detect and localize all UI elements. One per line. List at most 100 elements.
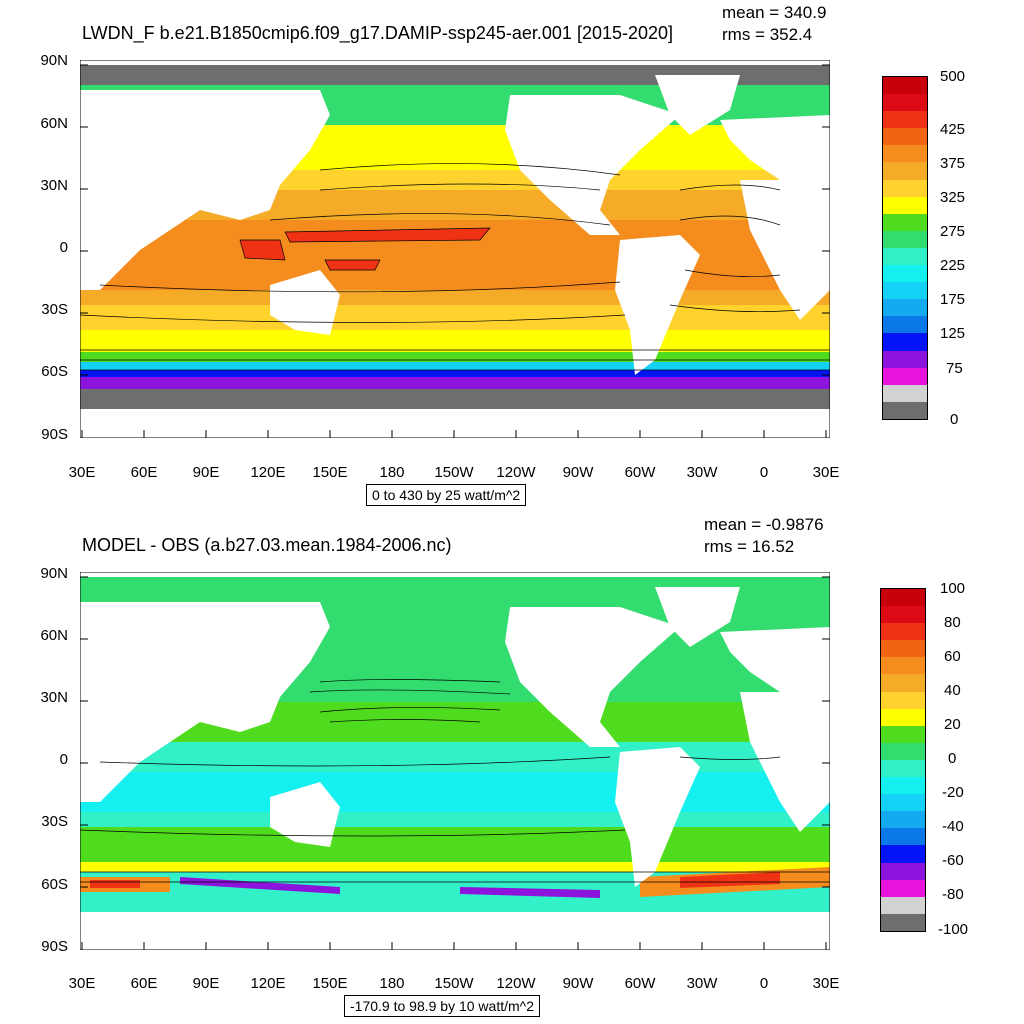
colorbar-swatch (881, 862, 925, 880)
lon-label: 120E (250, 464, 286, 481)
colorbar-swatch (881, 742, 925, 760)
colorbar-swatch (883, 77, 927, 95)
colorbar-swatch (881, 589, 925, 607)
lon-label: 120E (250, 975, 286, 992)
colorbar-label: -40 (942, 818, 964, 835)
colorbar-swatch (883, 282, 927, 300)
colorbar-swatch (881, 759, 925, 778)
lat-label: 0 (59, 239, 68, 256)
contour-lines (80, 163, 830, 371)
colorbar-label: 425 (940, 121, 966, 138)
rms-value: rms = 16.52 (704, 537, 795, 556)
lon-label: 60E (130, 975, 158, 992)
colorbar-label: -20 (942, 784, 964, 801)
lon-label: 30W (686, 464, 718, 481)
lon-label: 30E (812, 975, 840, 992)
contour-info-box: -170.9 to 98.9 by 10 watt/m^2 (344, 995, 541, 1017)
colorbar-swatch (881, 794, 925, 812)
colorbar-label: 500 (940, 68, 966, 85)
lat-label: 30S (41, 813, 68, 830)
colorbar-swatch (881, 691, 925, 709)
colorbar-label: 125 (940, 325, 966, 342)
colorbar-label: 75 (946, 360, 963, 377)
colorbar-swatch (881, 606, 925, 624)
colorbar-label: 375 (940, 155, 966, 172)
colorbar-swatch (883, 350, 927, 368)
colorbar-label: 275 (940, 223, 966, 240)
map-plot (80, 572, 830, 950)
colorbar-swatch (881, 725, 925, 743)
lon-label: 180 (379, 464, 405, 481)
colorbar-swatch (881, 674, 925, 692)
mean-value: mean = -0.9876 (704, 515, 824, 534)
colorbar-swatch (881, 623, 925, 641)
colorbar-swatch (881, 845, 925, 863)
colorbar (882, 76, 928, 420)
lat-label: 90N (40, 52, 68, 69)
lon-label: 60W (624, 975, 656, 992)
lon-label: 120W (496, 975, 536, 992)
rms-value: rms = 352.4 (722, 25, 813, 44)
colorbar-swatch (883, 247, 927, 266)
colorbar-label: 60 (944, 648, 961, 665)
lon-label: 150E (312, 464, 348, 481)
lon-label: 60E (130, 464, 158, 481)
colorbar-swatch (883, 179, 927, 197)
colorbar (880, 588, 926, 932)
panel-title: MODEL - OBS (a.b27.03.mean.1984-2006.nc) (82, 535, 452, 555)
colorbar-swatch (883, 230, 927, 248)
colorbar-label: -60 (942, 852, 964, 869)
colorbar-swatch (883, 128, 927, 146)
colorbar-label: -100 (938, 921, 969, 938)
colorbar-label: 225 (940, 257, 966, 274)
colorbar-label: 40 (944, 682, 961, 699)
contour-info-box: 0 to 430 by 25 watt/m^2 (366, 484, 527, 506)
colorbar-label: -80 (942, 886, 964, 903)
colorbar-label: 0 (950, 411, 959, 428)
mean-value: mean = 340.9 (722, 3, 827, 22)
contour-lines (80, 679, 830, 883)
colorbar-swatch (883, 367, 927, 385)
colorbar-label: 20 (944, 716, 961, 733)
lon-label: 30E (68, 464, 96, 481)
colorbar-swatch (883, 401, 927, 419)
lon-label: 30E (68, 975, 96, 992)
lon-label: 150W (434, 975, 474, 992)
colorbar-swatch (881, 657, 925, 675)
colorbar-swatch (883, 333, 927, 351)
axis-ticks (80, 64, 830, 438)
lat-label: 60N (40, 115, 68, 132)
colorbar-label: 0 (948, 750, 957, 767)
lon-label: 180 (379, 975, 405, 992)
colorbar-swatch (883, 316, 927, 334)
lat-label: 30N (40, 689, 68, 706)
panel-title: LWDN_F b.e21.B1850cmip6.f09_g17.DAMIP-ss… (82, 23, 674, 43)
colorbar-swatch (883, 299, 927, 317)
colorbar-swatch (883, 145, 927, 163)
colorbar-swatch (883, 162, 927, 180)
lon-label: 90W (562, 975, 594, 992)
lat-label: 30N (40, 177, 68, 194)
colorbar-swatch (883, 111, 927, 129)
lat-label: 30S (41, 301, 68, 318)
lon-label: 90W (562, 464, 594, 481)
lat-label: 90N (40, 565, 68, 582)
lon-label: 0 (759, 975, 769, 992)
colorbar-swatch (881, 828, 925, 846)
lon-label: 30W (686, 975, 718, 992)
colorbar-swatch (883, 196, 927, 214)
lon-label: 30E (812, 464, 840, 481)
colorbar-swatch (881, 777, 925, 795)
colorbar-swatch (883, 213, 927, 231)
colorbar-label: 325 (940, 189, 966, 206)
lon-label: 150E (312, 975, 348, 992)
lat-label: 60N (40, 627, 68, 644)
colorbar-swatch (881, 640, 925, 658)
colorbar-swatch (881, 708, 925, 726)
lat-label: 90S (41, 938, 68, 955)
colorbar-swatch (881, 879, 925, 897)
colorbar-label: 100 (940, 580, 966, 597)
lat-label: 0 (59, 751, 68, 768)
colorbar-swatch (883, 384, 927, 402)
lat-label: 60S (41, 363, 68, 380)
